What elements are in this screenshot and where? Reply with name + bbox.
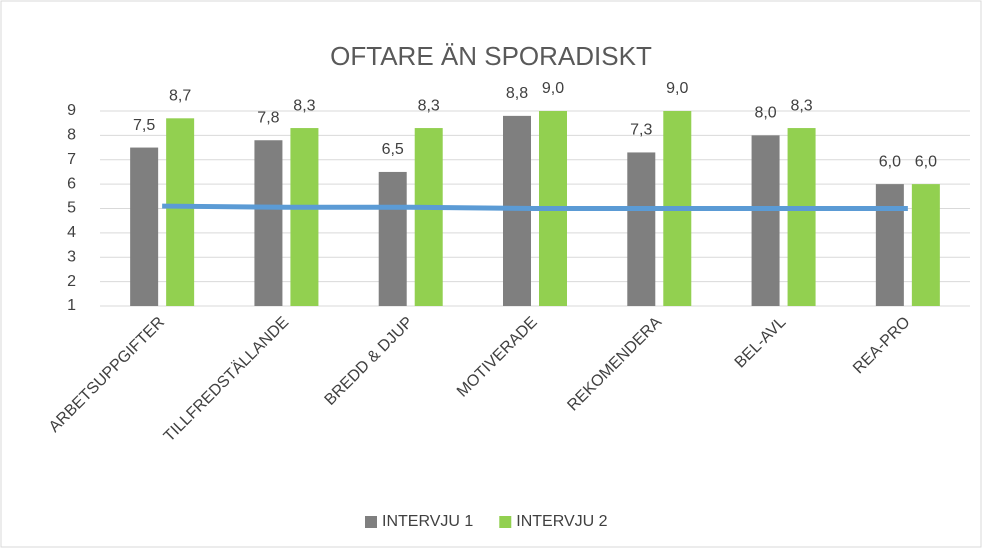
bar	[378, 171, 407, 306]
value-label: 8,7	[169, 88, 191, 105]
reference-line	[162, 203, 908, 211]
value-label: 7,8	[257, 109, 279, 126]
bar	[414, 128, 443, 306]
legend-label: INTERVJU 2	[516, 513, 607, 530]
bar	[627, 152, 656, 306]
y-tick-label: 2	[67, 273, 76, 290]
value-label: 8,3	[293, 97, 315, 114]
y-tick-label: 9	[67, 102, 76, 119]
value-label: 6,0	[915, 153, 937, 170]
bar	[130, 147, 159, 306]
bar	[254, 140, 283, 306]
bar	[911, 184, 940, 306]
y-tick-label: 4	[67, 224, 76, 241]
y-tick-label: 3	[67, 248, 76, 265]
chart-title: OFTARE ÄN SPORADISKT	[330, 41, 652, 71]
value-label: 8,3	[790, 97, 812, 114]
value-label: 8,0	[754, 105, 776, 122]
value-label: 6,5	[382, 141, 404, 158]
bar	[875, 184, 904, 306]
bar	[166, 118, 195, 306]
y-tick-label: 8	[67, 127, 76, 144]
legend-label: INTERVJU 1	[382, 513, 473, 530]
legend-swatch	[499, 516, 512, 528]
value-label: 6,0	[879, 153, 901, 170]
bar	[751, 135, 780, 306]
value-label: 9,0	[542, 80, 564, 97]
bar	[503, 115, 531, 306]
bar	[787, 128, 816, 306]
bar	[290, 128, 319, 306]
legend-swatch	[365, 516, 377, 528]
y-tick-label: 5	[67, 200, 76, 217]
y-tick-label: 7	[67, 151, 76, 168]
value-label: 7,5	[133, 117, 155, 134]
y-tick-label: 6	[67, 175, 76, 192]
y-tick-label: 1	[67, 297, 76, 314]
value-label: 8,8	[506, 85, 528, 102]
value-label: 8,3	[418, 97, 440, 114]
value-label: 7,3	[630, 122, 652, 139]
value-label: 9,0	[666, 80, 688, 97]
